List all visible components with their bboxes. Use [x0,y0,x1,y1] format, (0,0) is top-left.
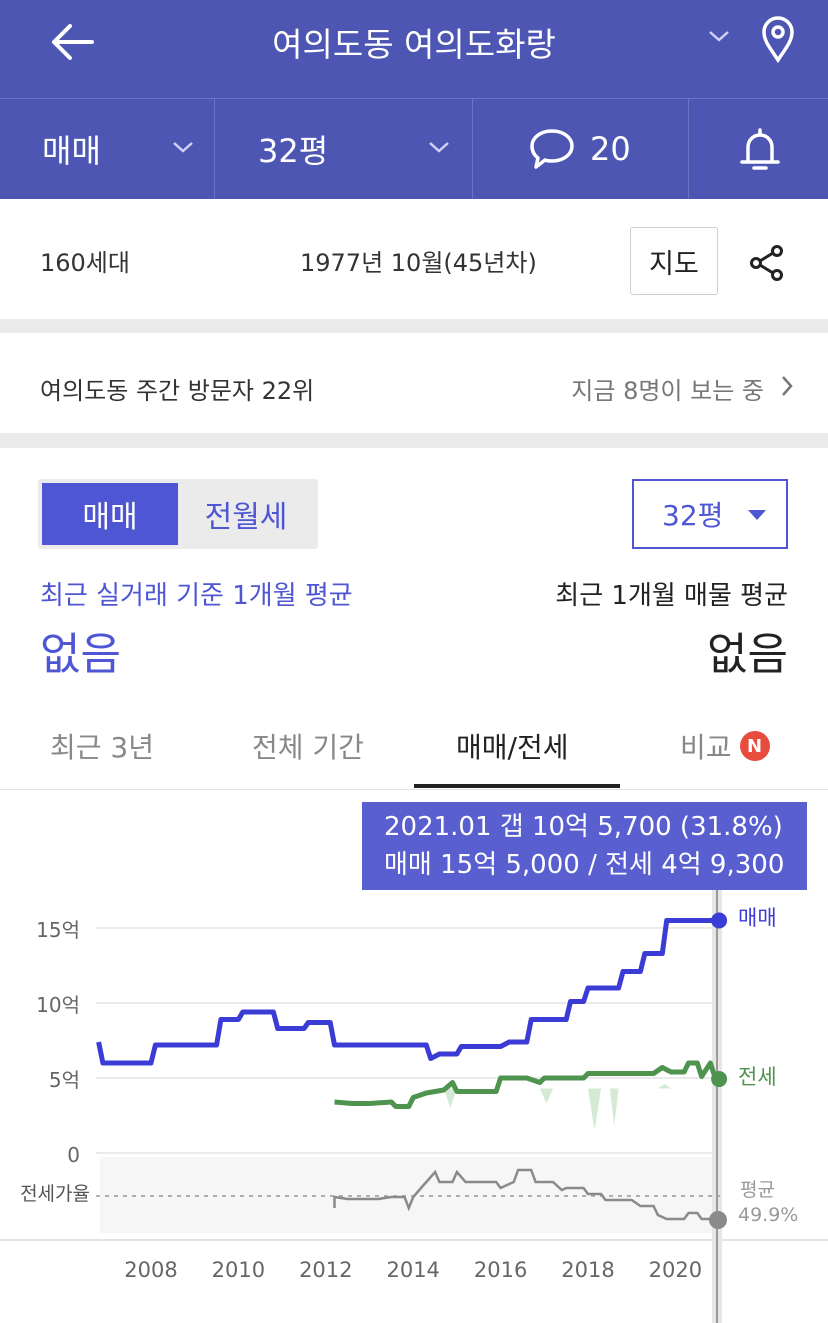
ratio-panel [100,1157,720,1233]
sale-end-point [711,912,728,929]
size-dropdown-value: 32평 [662,499,724,532]
ratio-end-point [709,1211,727,1229]
x-tick-label: 2018 [561,1258,614,1282]
chevron-down-icon [173,142,193,153]
tab-compare-label: 비교 [680,731,732,764]
section-divider [0,433,828,448]
x-tick-label: 2016 [474,1258,527,1282]
visitor-rank-row[interactable]: 여의도동 주간 방문자 22위 지금 8명이 보는 중 [0,333,828,433]
chevron-down-icon[interactable] [708,28,730,44]
caret-down-icon [748,510,766,520]
x-tick-label: 2010 [212,1258,265,1282]
lease-price-line [334,1060,721,1109]
period-tabs: 최근 3년 전체 기간 매매/전세 비교 N [0,700,828,790]
ratio-avg-value: 49.9% [738,1204,798,1226]
lease-range-shade [609,1088,619,1126]
deal-type-label: 매매 [42,132,101,170]
x-tick-label: 2008 [124,1258,177,1282]
jeonse-ratio-line [333,1168,720,1221]
tab-compare[interactable]: 비교 N [680,726,770,766]
ratio-avg-label: 평균 [740,1179,775,1201]
y-tick-label: 15억 [36,918,80,942]
lease-end-point [711,1071,728,1088]
built-date: 1977년 10월(45년차) [300,249,537,277]
active-tab-indicator [414,784,620,788]
deal-type-selector[interactable]: 매매 [42,99,212,199]
lease-range-shade [443,1088,457,1108]
x-tick-label: 2014 [386,1258,439,1282]
visitor-rank: 여의도동 주간 방문자 22위 [40,377,315,405]
size-dropdown[interactable]: 32평 [632,479,788,549]
viewing-now: 지금 8명이 보는 중 [571,377,764,405]
y-tick-label: 5억 [49,1068,80,1092]
tab-sale-lease[interactable]: 매매/전세 [456,731,569,764]
divider [214,99,215,199]
size-selector[interactable]: 32평 [258,99,468,199]
top-header: 여의도동 여의도화랑 [0,0,828,98]
building-info: 160세대 1977년 10월(45년차) 지도 [0,199,828,319]
chart-tooltip: 2021.01 갭 10억 5,700 (31.8%) 매매 15억 5,000… [362,802,807,890]
back-arrow-icon[interactable] [50,22,96,62]
lease-range-shade [657,1084,672,1089]
x-tick-label: 2020 [649,1258,702,1282]
ratio-label: 전세가율 [20,1183,90,1205]
chevron-right-icon [782,376,793,396]
page-title[interactable]: 여의도동 여의도화랑 [272,25,556,64]
filter-bar: 매매 32평 20 [0,98,828,199]
toggle-rent[interactable]: 전월세 [204,500,288,535]
divider [472,99,473,199]
sale-price-line [96,918,720,1066]
y-tick-label: 10억 [36,993,80,1017]
lease-range-shade [588,1088,602,1131]
x-tick-label: 2012 [299,1258,352,1282]
tab-all-period[interactable]: 전체 기간 [252,731,364,764]
recent-deal-avg-value: 없음 [40,629,121,680]
recent-deal-avg-label: 최근 실거래 기준 1개월 평균 [40,581,353,611]
listing-avg-value: 없음 [707,629,788,680]
sale-series-label: 매매 [738,906,777,930]
divider [688,99,689,199]
location-pin-icon[interactable] [760,14,796,64]
price-chart[interactable]: 15억 10억 5억 0 2008 2010 2012 2014 2016 2018 2020 매매전… [0,792,828,1323]
comments-button[interactable]: 20 [528,99,678,199]
alert-button[interactable] [738,99,782,199]
map-button[interactable]: 지도 [630,227,718,295]
tooltip-gap-line: 2021.01 갭 10억 5,700 (31.8%) [384,812,783,842]
toggle-sale[interactable]: 매매 [42,483,178,545]
share-icon[interactable] [748,244,786,282]
lease-range-shade [539,1088,554,1104]
size-label: 32평 [258,132,329,170]
listing-avg-label: 최근 1개월 매물 평균 [555,581,788,611]
tab-recent-3y[interactable]: 최근 3년 [50,731,154,764]
chat-bubble-icon [530,129,574,169]
tooltip-price-line: 매매 15억 5,000 / 전세 4억 9,300 [384,850,785,880]
new-badge: N [739,731,770,761]
bell-icon [740,128,780,170]
deal-type-toggle: 매매 전월세 [38,479,318,549]
chevron-down-icon [429,142,449,153]
comments-count: 20 [590,130,631,168]
section-divider [0,319,828,333]
y-tick-label: 0 [67,1143,80,1167]
lease-series-label: 전세 [738,1065,777,1089]
household-count: 160세대 [40,249,130,277]
